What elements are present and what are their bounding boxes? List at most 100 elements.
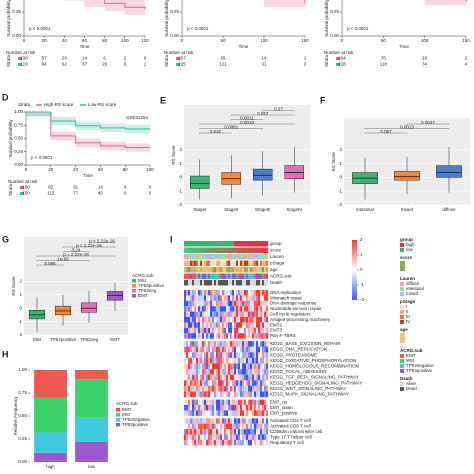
heatmap-cell <box>252 346 255 353</box>
heatmap-cell <box>194 391 197 398</box>
heatmap-cell <box>240 352 243 358</box>
legend-swatch <box>132 284 136 288</box>
p-value: p < 0.0001 <box>347 26 369 31</box>
legend-swatch <box>400 387 404 391</box>
heatmap-cell <box>222 380 225 386</box>
comparison-bracket <box>36 260 90 262</box>
legend-title: pStage <box>400 299 416 304</box>
heatmap-cell <box>248 374 251 381</box>
box <box>436 165 462 178</box>
heatmap-cell <box>192 290 195 296</box>
annotation-cell <box>200 280 203 286</box>
heatmap-cell <box>214 423 217 430</box>
heatmap-cell <box>216 346 219 353</box>
heatmap-cell <box>218 317 221 323</box>
heatmap-cell <box>220 363 223 370</box>
colorbar-label: -2 <box>360 297 364 302</box>
legend-swatch <box>400 320 404 324</box>
heatmap-cell <box>252 439 255 446</box>
heatmap-cell <box>238 391 241 398</box>
annotation-cell <box>222 273 225 279</box>
heatmap-cell <box>202 423 205 430</box>
legend-swatch <box>116 423 120 427</box>
heatmap-cell <box>188 357 191 364</box>
heatmap-cell <box>216 423 219 430</box>
heatmap-cell <box>264 418 267 424</box>
heatmap-cell <box>224 333 227 339</box>
annotation-cell <box>214 260 217 266</box>
annotation-cell <box>200 260 203 266</box>
heatmap-cell <box>250 352 253 358</box>
heatmap-cell <box>264 290 267 296</box>
heatmap-cell <box>216 439 219 446</box>
heatmap-cell <box>206 439 209 446</box>
legend-label: TP53negative <box>122 417 150 422</box>
heatmap-cell <box>186 346 189 353</box>
row-label: EMT_up <box>270 399 288 404</box>
heatmap-cell <box>254 439 257 446</box>
heatmap-cell <box>210 322 213 328</box>
heatmap-cell <box>220 391 223 398</box>
heatmap-cell <box>238 380 241 386</box>
heatmap-cell <box>228 300 231 307</box>
heatmap-cell <box>230 352 233 358</box>
heatmap-cell <box>262 346 265 353</box>
heatmap-cell <box>198 374 201 381</box>
annotation-cell <box>264 260 267 266</box>
heatmap-cell <box>240 295 243 301</box>
heatmap-cell <box>254 418 257 424</box>
heatmap-cell <box>244 352 247 358</box>
heatmap-cell <box>202 295 205 301</box>
heatmap-cell <box>190 346 193 353</box>
legend-swatch <box>400 354 404 358</box>
heatmap-cell <box>238 306 241 312</box>
annotation-cell <box>196 247 199 253</box>
heatmap-cell <box>198 418 201 424</box>
heatmap-cell <box>204 374 207 381</box>
heatmap-cell <box>218 333 221 339</box>
heatmap-cell <box>260 317 263 323</box>
row-label: KEGG_MAPK_SIGNALING_PATHWAY <box>270 391 349 396</box>
heatmap-cell <box>190 333 193 339</box>
annotation-label: score <box>270 247 282 252</box>
heatmap-cell <box>238 399 241 406</box>
heatmap-cell <box>198 346 201 353</box>
heatmap-cell <box>250 317 253 323</box>
heatmap-cell <box>206 341 209 347</box>
annotation-cell <box>232 260 235 266</box>
heatmap-cell <box>204 399 207 406</box>
heatmap-cell <box>186 380 189 386</box>
heatmap-cell <box>214 385 217 392</box>
heatmap-cell <box>212 341 215 347</box>
risk-count: 70 <box>381 56 387 61</box>
heatmap-cell <box>192 317 195 323</box>
heatmap-cell <box>228 374 231 381</box>
annotation-cell <box>238 247 241 253</box>
heatmap-cell <box>244 391 247 398</box>
heatmap-cell <box>226 369 229 375</box>
annotation-cell <box>192 260 195 266</box>
heatmap-cell <box>208 405 211 411</box>
heatmap-cell <box>222 385 225 392</box>
annotation-cell <box>242 267 245 273</box>
row-label: Cell cycle regulators <box>270 311 311 316</box>
heatmap-cell <box>198 410 201 416</box>
heatmap-cell <box>186 423 189 430</box>
heatmap-cell <box>212 346 215 353</box>
heatmap-cell <box>226 322 229 328</box>
heatmap-cell <box>214 322 217 328</box>
heatmap-cell <box>234 399 237 406</box>
heatmap-cell <box>184 405 187 411</box>
heatmap-cell <box>260 363 263 370</box>
heatmap-cell <box>224 352 227 358</box>
annotation-cell <box>244 273 247 279</box>
risk-title: Number at risk <box>6 50 36 55</box>
legend-title: Strata <box>18 102 31 107</box>
annotation-cell <box>192 254 195 260</box>
heatmap-cell <box>184 341 187 347</box>
heatmap-cell <box>228 322 231 328</box>
comparison-label: 0.0013 <box>400 124 414 129</box>
heatmap-cell <box>264 423 267 430</box>
heatmap-cell <box>202 300 205 307</box>
annotation-cell <box>214 241 217 247</box>
